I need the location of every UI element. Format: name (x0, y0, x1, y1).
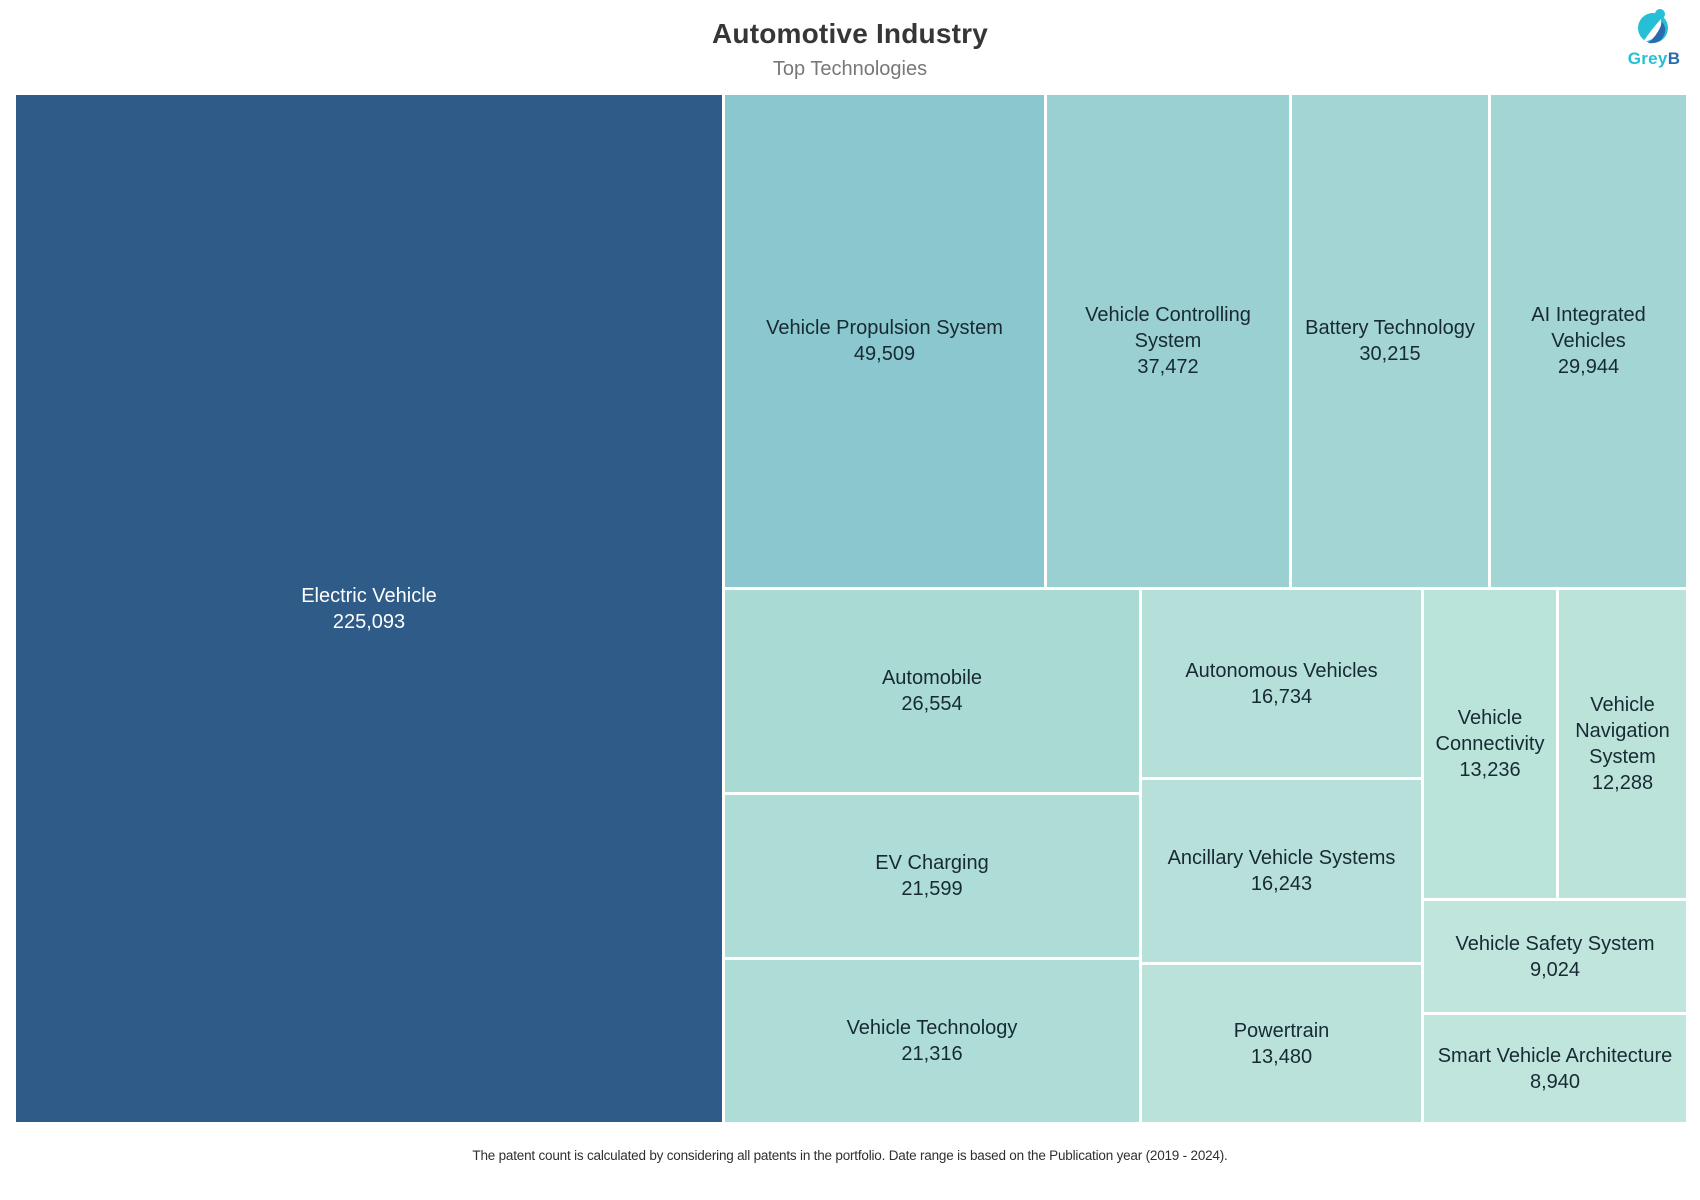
tile-label: Vehicle Navigation System (1575, 694, 1670, 768)
tile-value: 16,734 (1250, 685, 1313, 708)
tile-value: 8,940 (1529, 1070, 1581, 1093)
treemap-tile-electric-vehicle[interactable]: Electric Vehicle 225,093 (16, 95, 722, 1122)
treemap-tile-smart-vehicle-architecture[interactable]: Smart Vehicle Architecture 8,940 (1424, 1015, 1686, 1122)
tile-value: 49,509 (853, 343, 916, 365)
brand-name: GreyB (1612, 50, 1696, 68)
tile-label: Ancillary Vehicle Systems (1167, 847, 1396, 869)
tile-value: 21,599 (901, 878, 963, 900)
tile-label: Vehicle Propulsion System (766, 317, 1003, 339)
treemap-tile-automobile[interactable]: Automobile 26,554 (725, 590, 1139, 792)
tile-label: AI Integrated Vehicles (1531, 304, 1646, 352)
tile-value: 225,093 (332, 610, 406, 633)
treemap-tile-ev-charging[interactable]: EV Charging 21,599 (725, 795, 1139, 957)
tile-label: Smart Vehicle Architecture (1437, 1044, 1673, 1067)
tile-label: Vehicle Connectivity (1435, 707, 1545, 755)
treemap-tile-ancillary-vehicle-systems[interactable]: Ancillary Vehicle Systems 16,243 (1142, 780, 1421, 962)
tile-label: Vehicle Technology (846, 1017, 1018, 1039)
treemap-tile-autonomous-vehicles[interactable]: Autonomous Vehicles 16,734 (1142, 590, 1421, 777)
tile-label: Vehicle Safety System (1455, 932, 1655, 955)
treemap-tile-battery-technology[interactable]: Battery Technology 30,215 (1292, 95, 1488, 587)
tile-value: 26,554 (901, 693, 963, 715)
brand-grey: Grey (1627, 49, 1668, 68)
greyb-logo: GreyB (1612, 6, 1696, 68)
tile-label: EV Charging (875, 852, 989, 874)
tile-label: Automobile (881, 667, 983, 689)
tile-value: 30,215 (1359, 343, 1421, 365)
chart-header: Automotive Industry Top Technologies (0, 0, 1700, 81)
tile-value: 21,316 (901, 1043, 963, 1065)
treemap-tile-vehicle-connectivity[interactable]: Vehicle Connectivity 13,236 (1424, 590, 1556, 898)
tile-value: 37,472 (1137, 356, 1199, 378)
treemap-tile-powertrain[interactable]: Powertrain 13,480 (1142, 965, 1421, 1122)
tile-label: Autonomous Vehicles (1185, 659, 1378, 682)
tile-label: Battery Technology (1305, 317, 1475, 339)
treemap-tile-vehicle-navigation-system[interactable]: Vehicle Navigation System 12,288 (1559, 590, 1686, 898)
tile-value: 13,480 (1250, 1045, 1313, 1068)
treemap-tile-vehicle-safety-system[interactable]: Vehicle Safety System 9,024 (1424, 901, 1686, 1012)
tile-value: 29,944 (1557, 356, 1620, 378)
treemap-chart: Electric Vehicle 225,093 Vehicle Propulsio… (16, 95, 1686, 1122)
brand-b: B (1667, 49, 1681, 68)
tile-label: Powertrain (1233, 1019, 1330, 1042)
tile-value: 12,288 (1591, 772, 1654, 794)
page-subtitle: Top Technologies (772, 58, 928, 80)
tile-value: 16,243 (1250, 873, 1313, 895)
tile-label: Vehicle Controlling System (1085, 304, 1251, 352)
tile-value: 13,236 (1459, 759, 1521, 781)
tile-value: 9,024 (1529, 958, 1581, 981)
tile-label: Electric Vehicle (301, 584, 437, 607)
treemap-tile-ai-integrated-vehicles[interactable]: AI Integrated Vehicles 29,944 (1491, 95, 1686, 587)
footnote: The patent count is calculated by consid… (472, 1148, 1228, 1163)
treemap-tile-vehicle-controlling-system[interactable]: Vehicle Controlling System 37,472 (1047, 95, 1289, 587)
treemap-tile-vehicle-propulsion-system[interactable]: Vehicle Propulsion System 49,509 (725, 95, 1044, 587)
greyb-bird-icon (1631, 9, 1677, 54)
treemap-tile-vehicle-technology[interactable]: Vehicle Technology 21,316 (725, 960, 1139, 1122)
page-title: Automotive Industry (711, 18, 989, 49)
